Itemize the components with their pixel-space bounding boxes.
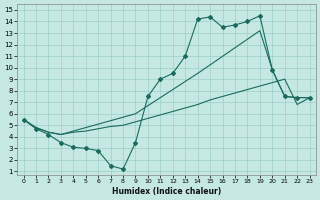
X-axis label: Humidex (Indice chaleur): Humidex (Indice chaleur) bbox=[112, 187, 221, 196]
